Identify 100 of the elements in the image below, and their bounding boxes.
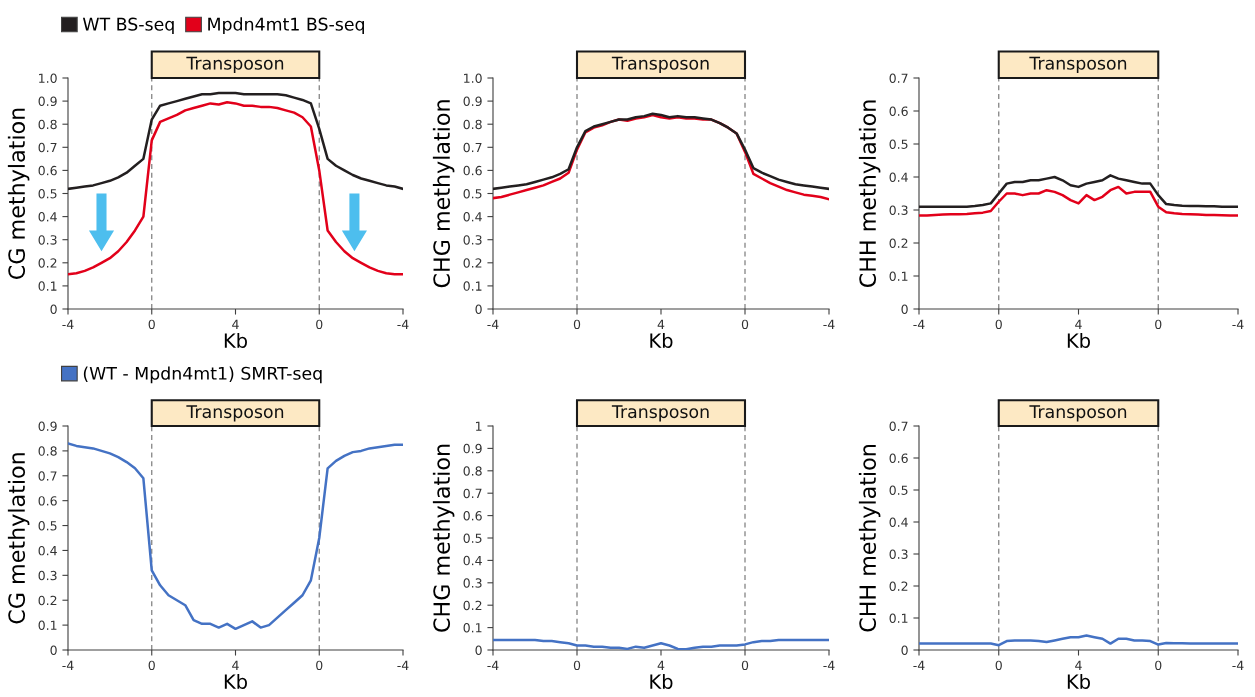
y-tick-label: 0.7	[463, 488, 482, 499]
legend-label: WT BS-seq	[82, 17, 174, 35]
x-tick-label: -4	[397, 660, 409, 670]
y-tick-label: 0.5	[889, 139, 908, 149]
x-axis-title: Kb	[650, 332, 673, 348]
y-tick-label: 0.1	[889, 613, 908, 623]
text: Transposon	[186, 56, 284, 74]
y-tick-label: 0	[901, 304, 908, 314]
y-tick-label: 0.9	[38, 421, 57, 431]
y-tick-label: 0.2	[38, 595, 57, 606]
line-series	[68, 101, 403, 276]
y-tick-label: 0.9	[463, 96, 482, 107]
y-axis-title: CG methylation	[7, 108, 30, 279]
y-tick-label: 0	[901, 645, 908, 655]
y-tick-label: 0.1	[38, 281, 57, 291]
y-tick-label: 0.5	[463, 188, 482, 199]
y-axis-title: CHH methylation	[858, 445, 881, 632]
x-tick-label: 0	[995, 660, 1002, 671]
x-tick-label: 0	[573, 660, 581, 671]
y-tick-label: 0.1	[38, 620, 57, 631]
y-tick-label: 0.6	[889, 106, 908, 116]
legend-label: (WT - Mpdn4mt1) SMRT-seq	[83, 366, 322, 384]
y-tick-label: 0.8	[463, 119, 482, 130]
legend-label: Mpdn4mt1 BS-seq	[208, 17, 364, 35]
x-tick-label: 0	[995, 319, 1002, 330]
y-tick-label: 0.6	[889, 453, 908, 463]
x-tick-label: 0	[148, 660, 155, 671]
y-tick-label: 1.0	[464, 73, 482, 83]
y-tick-label: 0.4	[463, 555, 482, 566]
x-axis-title: Kb	[650, 673, 673, 689]
y-axis-title: CHH methylation	[858, 100, 881, 288]
y-tick-label: 0.7	[889, 73, 908, 83]
y-tick-label: 0.5	[463, 533, 482, 543]
y-tick-label: 0.1	[463, 623, 482, 633]
x-tick-label: -4	[823, 660, 835, 670]
y-tick-label: 0.2	[889, 238, 908, 248]
x-tick-label: 0	[316, 660, 323, 671]
x-axis-title: Kb	[1067, 673, 1090, 689]
y-tick-label: 0.4	[463, 212, 482, 222]
x-tick-label: 4	[232, 660, 239, 670]
line-series	[919, 185, 1238, 217]
y-tick-label: 0.3	[463, 235, 482, 245]
x-tick-label: -4	[487, 319, 499, 329]
y-tick-label: 0.9	[38, 96, 57, 107]
y-tick-label: 0.4	[38, 545, 57, 556]
y-tick-label: 0.4	[889, 172, 908, 182]
text: Transposon	[1029, 405, 1127, 422]
line-series	[919, 634, 1238, 647]
y-tick-label: 1	[476, 421, 482, 431]
y-axis-title: CHG methylation	[432, 444, 455, 632]
y-tick-label: 0.7	[889, 421, 908, 431]
y-tick-label: 1.0	[39, 73, 57, 83]
x-tick-label: 0	[741, 319, 749, 330]
x-axis-title: Kb	[224, 332, 247, 348]
x-tick-label: 4	[232, 319, 239, 329]
y-tick-label: 0.3	[889, 549, 908, 559]
y-tick-label: 0.3	[463, 578, 482, 588]
x-tick-label: -4	[487, 660, 499, 670]
y-axis-title: CG methylation	[7, 453, 30, 624]
text: Transposon	[186, 405, 284, 422]
y-tick-label: 0.8	[38, 446, 57, 456]
line-series	[68, 91, 403, 191]
y-tick-label: 0.1	[889, 271, 908, 281]
y-tick-label: 0.5	[38, 521, 57, 531]
y-tick-label: 0.2	[463, 600, 482, 611]
y-tick-label: 0.5	[38, 188, 57, 199]
y-tick-label: 0.6	[463, 511, 482, 521]
text: Transposon	[611, 405, 709, 422]
line-series	[919, 174, 1238, 208]
y-tick-label: 0.7	[38, 471, 57, 481]
x-tick-label: 0	[1155, 319, 1162, 330]
y-tick-label: 0	[475, 304, 482, 314]
y-tick-label: 0.1	[463, 281, 482, 291]
y-tick-label: 0	[50, 304, 57, 314]
x-tick-label: -4	[913, 660, 925, 670]
y-tick-label: 0.3	[38, 570, 57, 581]
x-tick-label: 0	[316, 319, 323, 330]
y-tick-label: 0.7	[463, 142, 482, 153]
text: Transposon	[1029, 56, 1127, 74]
y-tick-label: 0.4	[38, 212, 57, 222]
x-tick-label: 0	[148, 319, 155, 330]
x-tick-label: 4	[657, 660, 665, 670]
y-tick-label: 0.2	[38, 258, 57, 268]
x-tick-label: 0	[573, 319, 581, 330]
y-tick-label: 0.8	[38, 119, 57, 130]
y-tick-label: 0.2	[889, 581, 908, 591]
y-tick-label: 0.2	[463, 258, 482, 268]
y-tick-label: 0.6	[38, 165, 57, 176]
x-tick-label: -4	[62, 319, 74, 329]
y-tick-label: 0.3	[889, 205, 908, 215]
x-axis-title: Kb	[224, 673, 247, 689]
line-series	[68, 442, 403, 631]
x-tick-label: -4	[1232, 660, 1244, 670]
x-tick-label: 4	[657, 319, 665, 329]
x-tick-label: -4	[913, 319, 925, 329]
x-tick-label: 4	[1075, 319, 1082, 329]
y-tick-label: 0.7	[38, 142, 57, 153]
y-tick-label: 0.6	[463, 165, 482, 176]
y-tick-label: 0.6	[38, 496, 57, 506]
x-tick-label: -4	[397, 319, 409, 329]
